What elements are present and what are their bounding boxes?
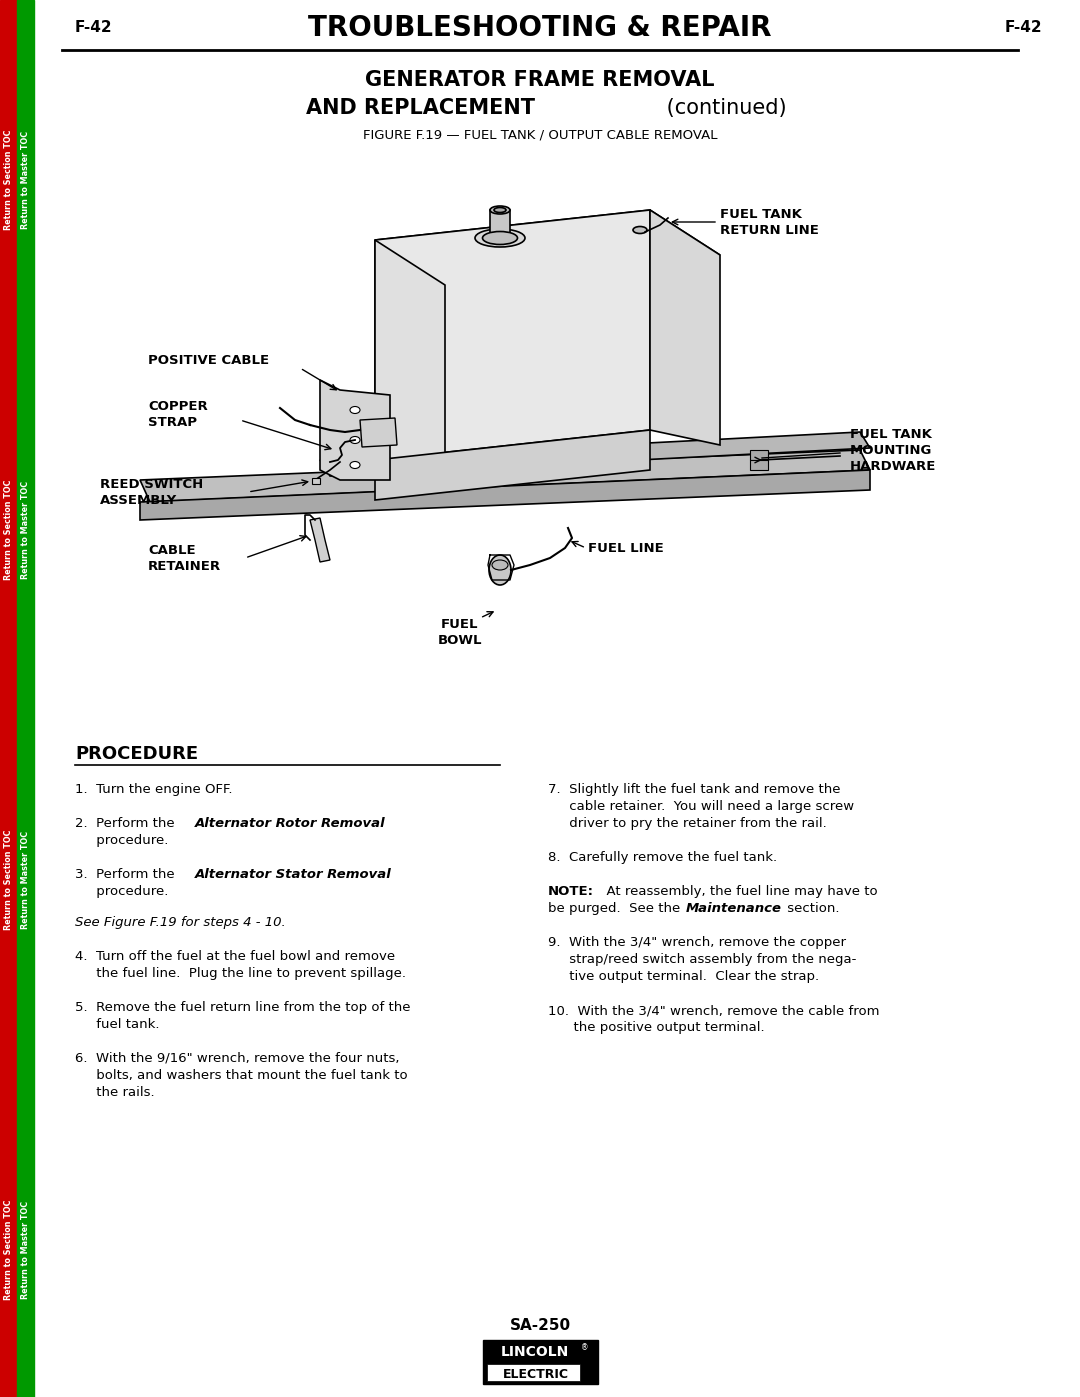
Text: See Figure F.19 for steps 4 - 10.: See Figure F.19 for steps 4 - 10. (75, 915, 286, 929)
Text: Return to Section TOC: Return to Section TOC (4, 130, 13, 231)
Text: 10.  With the 3/4" wrench, remove the cable from: 10. With the 3/4" wrench, remove the cab… (548, 1004, 879, 1017)
Polygon shape (375, 210, 720, 285)
Text: FUEL
BOWL: FUEL BOWL (437, 617, 483, 647)
Text: Return to Section TOC: Return to Section TOC (4, 1200, 13, 1301)
Text: 8.  Carefully remove the fuel tank.: 8. Carefully remove the fuel tank. (548, 851, 778, 863)
Text: At reassembly, the fuel line may have to: At reassembly, the fuel line may have to (598, 886, 878, 898)
Bar (312, 478, 320, 483)
Text: the rails.: the rails. (75, 1085, 154, 1098)
Bar (486, 1363, 580, 1382)
Polygon shape (310, 518, 330, 562)
Text: FUEL LINE: FUEL LINE (588, 542, 664, 555)
Text: CABLE
RETAINER: CABLE RETAINER (148, 543, 221, 573)
Text: AND REPLACEMENT: AND REPLACEMENT (306, 98, 535, 117)
Text: GENERATOR FRAME REMOVAL: GENERATOR FRAME REMOVAL (365, 70, 715, 89)
Text: Alternator Stator Removal: Alternator Stator Removal (195, 868, 392, 882)
Text: 9.  With the 3/4" wrench, remove the copper: 9. With the 3/4" wrench, remove the copp… (548, 936, 846, 949)
Ellipse shape (350, 407, 360, 414)
Text: NOTE:: NOTE: (548, 886, 594, 898)
Text: FIGURE F.19 — FUEL TANK / OUTPUT CABLE REMOVAL: FIGURE F.19 — FUEL TANK / OUTPUT CABLE R… (363, 129, 717, 141)
Text: the positive output terminal.: the positive output terminal. (548, 1021, 765, 1034)
Bar (0, 0, 17, 1397)
Text: Alternator Rotor Removal: Alternator Rotor Removal (195, 817, 386, 830)
Text: strap/reed switch assembly from the nega-: strap/reed switch assembly from the nega… (548, 953, 856, 965)
Bar (483, 1340, 597, 1384)
Polygon shape (320, 432, 870, 476)
Text: 6.  With the 9/16" wrench, remove the four nuts,: 6. With the 9/16" wrench, remove the fou… (75, 1052, 400, 1065)
Text: TROUBLESHOOTING & REPAIR: TROUBLESHOOTING & REPAIR (308, 14, 772, 42)
Text: tive output terminal.  Clear the strap.: tive output terminal. Clear the strap. (548, 970, 819, 983)
Text: LINCOLN: LINCOLN (501, 1345, 569, 1359)
Ellipse shape (350, 436, 360, 443)
Bar (750, 460, 768, 469)
Text: 2.  Perform the: 2. Perform the (75, 817, 179, 830)
Text: driver to pry the retainer from the rail.: driver to pry the retainer from the rail… (548, 817, 827, 830)
Text: Return to Master TOC: Return to Master TOC (21, 1201, 30, 1299)
Ellipse shape (350, 461, 360, 468)
Text: bolts, and washers that mount the fuel tank to: bolts, and washers that mount the fuel t… (75, 1069, 407, 1081)
Bar (750, 450, 768, 460)
Text: Return to Master TOC: Return to Master TOC (21, 481, 30, 580)
Text: be purged.  See the: be purged. See the (548, 902, 685, 915)
Text: ®: ® (581, 1344, 589, 1352)
Polygon shape (375, 210, 650, 460)
Text: POSITIVE CABLE: POSITIVE CABLE (148, 353, 269, 366)
Text: PROCEDURE: PROCEDURE (75, 745, 198, 763)
Polygon shape (320, 380, 390, 481)
Text: SA-250: SA-250 (510, 1317, 570, 1333)
Text: (continued): (continued) (660, 98, 786, 117)
Text: Return to Master TOC: Return to Master TOC (21, 831, 30, 929)
Ellipse shape (483, 232, 517, 244)
Text: FUEL TANK
RETURN LINE: FUEL TANK RETURN LINE (720, 208, 819, 236)
Text: FUEL TANK
MOUNTING
HARDWARE: FUEL TANK MOUNTING HARDWARE (850, 427, 936, 472)
Text: Return to Master TOC: Return to Master TOC (21, 131, 30, 229)
Ellipse shape (633, 226, 647, 233)
Text: ELECTRIC: ELECTRIC (503, 1369, 569, 1382)
Polygon shape (140, 450, 870, 502)
Polygon shape (375, 430, 650, 500)
Ellipse shape (494, 208, 507, 212)
Text: F-42: F-42 (75, 21, 112, 35)
Text: 4.  Turn off the fuel at the fuel bowl and remove: 4. Turn off the fuel at the fuel bowl an… (75, 950, 395, 963)
Ellipse shape (475, 229, 525, 247)
Text: the fuel line.  Plug the line to prevent spillage.: the fuel line. Plug the line to prevent … (75, 967, 406, 979)
Text: COPPER
STRAP: COPPER STRAP (148, 401, 207, 429)
Text: REED SWITCH
ASSEMBLY: REED SWITCH ASSEMBLY (100, 478, 203, 507)
Text: fuel tank.: fuel tank. (75, 1017, 160, 1031)
Text: Return to Section TOC: Return to Section TOC (4, 830, 13, 930)
Text: Return to Section TOC: Return to Section TOC (4, 479, 13, 580)
Polygon shape (375, 240, 445, 475)
Text: procedure.: procedure. (75, 886, 168, 898)
Text: cable retainer.  You will need a large screw: cable retainer. You will need a large sc… (548, 800, 854, 813)
Polygon shape (140, 469, 870, 520)
Text: 1.  Turn the engine OFF.: 1. Turn the engine OFF. (75, 782, 232, 796)
Ellipse shape (490, 205, 510, 214)
Polygon shape (360, 418, 397, 447)
Text: 5.  Remove the fuel return line from the top of the: 5. Remove the fuel return line from the … (75, 1000, 410, 1014)
Text: procedure.: procedure. (75, 834, 168, 847)
Polygon shape (650, 210, 720, 446)
Text: Maintenance: Maintenance (686, 902, 782, 915)
Text: F-42: F-42 (1005, 21, 1042, 35)
Ellipse shape (492, 560, 508, 570)
Text: 7.  Slightly lift the fuel tank and remove the: 7. Slightly lift the fuel tank and remov… (548, 782, 840, 796)
Polygon shape (490, 210, 510, 237)
Bar (17, 0, 33, 1397)
Text: 3.  Perform the: 3. Perform the (75, 868, 179, 882)
Text: section.: section. (783, 902, 839, 915)
Ellipse shape (489, 555, 511, 585)
